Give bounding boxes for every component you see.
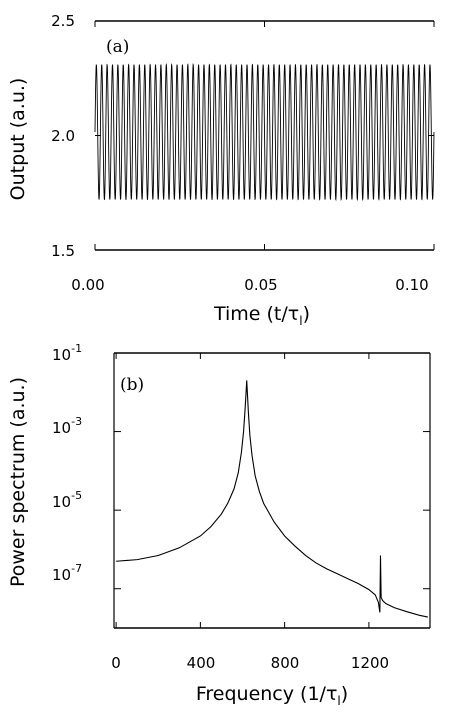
panel-a-y-axis-label: Output (a.u.)	[7, 78, 29, 201]
panel-b-y-tick-label: 10-3	[52, 415, 82, 437]
y-tick-base: 10	[52, 493, 71, 511]
y-tick-exponent: -3	[71, 415, 82, 428]
panel-b-power-spectrum-curve	[116, 380, 428, 618]
panel-a-y-tick-marks	[95, 20, 434, 251]
panel-b-x-tick-label: 1200	[351, 654, 389, 672]
panel-a: (a) 0.00 0.05 0.10 1.5 2.0 2.5 Output (a…	[7, 12, 435, 328]
panel-b-y-tick-label: 10-1	[52, 342, 82, 364]
panel-b-x-axis-label: Frequency (1/τl)	[196, 683, 348, 708]
panel-a-x-tick-label: 0.00	[71, 276, 104, 294]
panel-a-x-axis-label-main: Time (t/τ	[213, 303, 299, 325]
panel-b: (b) 0 400 800 1200 10-1 10-3 10-5 10-7 P…	[7, 342, 431, 708]
panel-a-x-axis-label: Time (t/τl)	[213, 303, 310, 328]
panel-a-y-tick-label: 2.0	[51, 127, 75, 145]
panel-b-label: (b)	[120, 375, 144, 395]
panel-a-y-tick-label: 1.5	[51, 242, 75, 260]
panel-b-y-axis-label: Power spectrum (a.u.)	[7, 377, 29, 587]
panel-b-x-tick-label: 0	[111, 654, 121, 672]
panel-b-x-axis-label-close: )	[341, 683, 348, 705]
y-tick-base: 10	[52, 346, 71, 364]
panel-b-y-tick-label: 10-5	[52, 489, 82, 511]
panel-b-x-tick-marks	[115, 353, 370, 628]
panel-a-x-axis-label-close: )	[303, 303, 310, 325]
panel-b-y-tick-marks	[114, 352, 430, 590]
panel-b-x-tick-label: 800	[271, 654, 300, 672]
panel-a-x-tick-label: 0.10	[395, 276, 428, 294]
panel-a-label: (a)	[106, 37, 129, 57]
panel-b-x-axis-label-subscript: l	[337, 694, 340, 708]
panel-b-x-tick-label: 400	[187, 654, 216, 672]
panel-a-output-oscillation	[94, 62, 435, 202]
y-tick-exponent: -7	[71, 562, 82, 575]
y-tick-exponent: -5	[71, 489, 82, 502]
panel-a-y-tick-label: 2.5	[51, 12, 75, 30]
panel-b-x-axis-label-main: Frequency (1/τ	[196, 683, 338, 705]
y-tick-exponent: -1	[71, 342, 82, 355]
y-tick-base: 10	[52, 566, 71, 584]
panel-a-x-axis-label-subscript: l	[299, 314, 302, 328]
panel-a-x-tick-label: 0.05	[244, 276, 277, 294]
panel-b-y-tick-label: 10-7	[52, 562, 82, 584]
panel-a-x-tick-marks	[94, 21, 435, 250]
y-tick-base: 10	[52, 419, 71, 437]
